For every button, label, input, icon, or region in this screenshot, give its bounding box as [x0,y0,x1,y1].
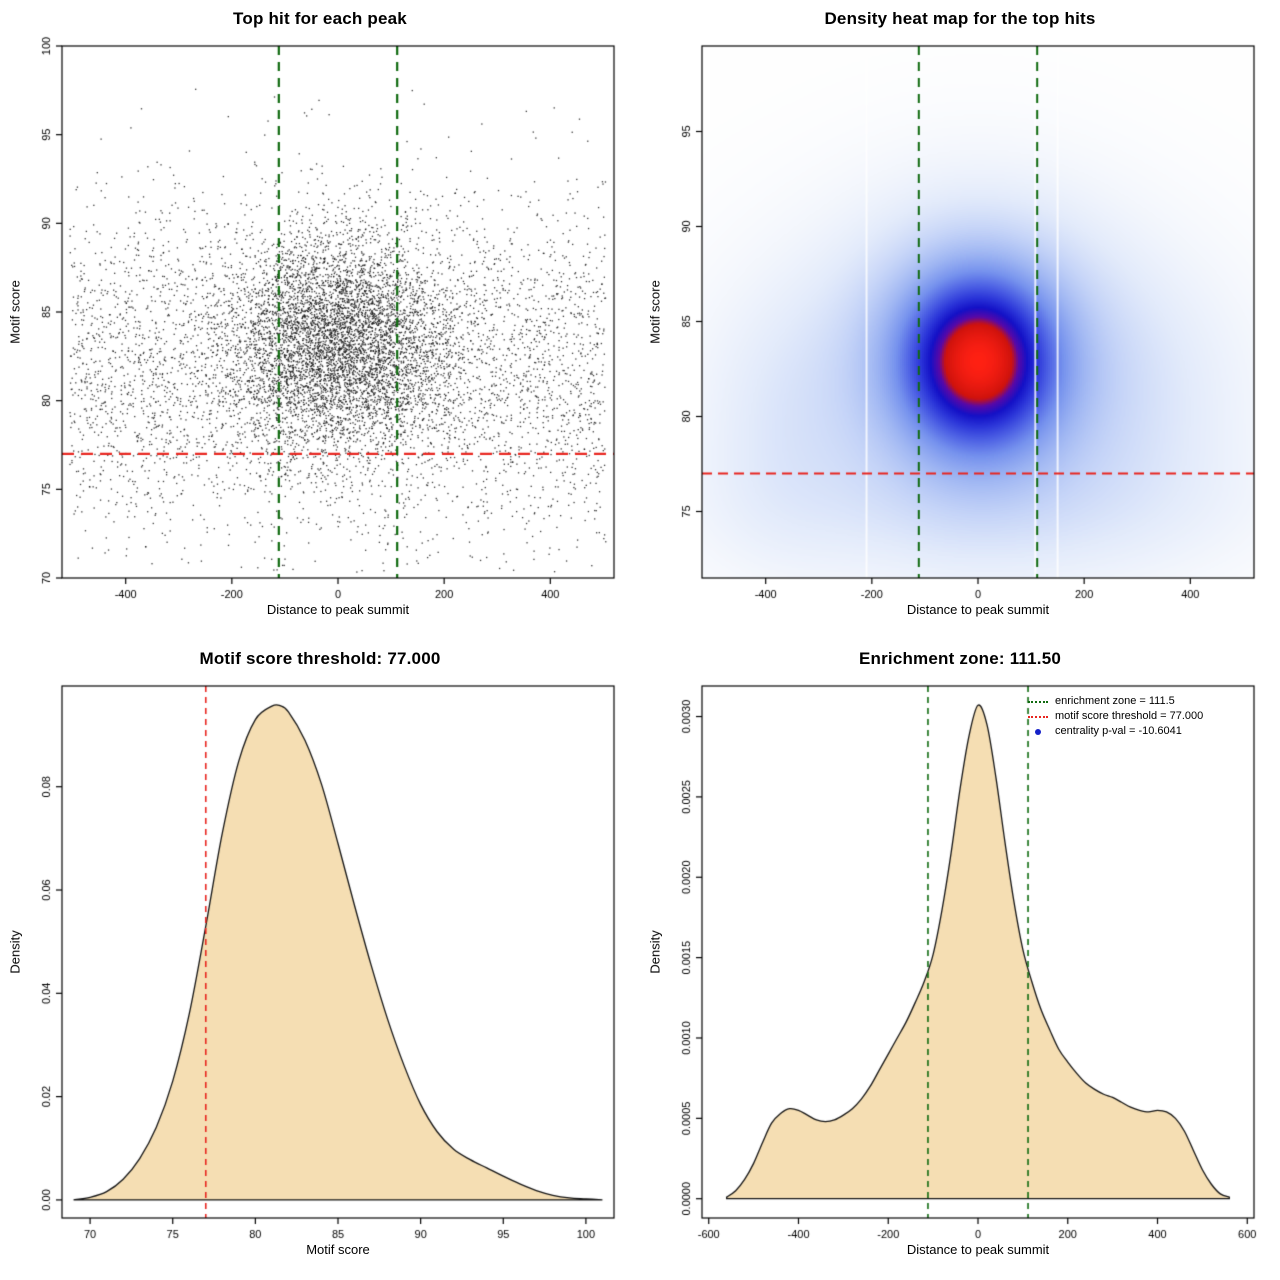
motif-density-canvas [0,640,640,1280]
legend: enrichment zone = 111.5 motif score thre… [1028,694,1203,739]
panel-distance-density: Enrichment zone: 111.50 Distance to peak… [640,640,1280,1280]
legend-label: motif score threshold = 77.000 [1055,710,1204,722]
motif-density-title: Motif score threshold: 77.000 [199,649,441,668]
scatter-title: Top hit for each peak [233,9,407,28]
distance-density-title: Enrichment zone: 111.50 [858,649,1062,668]
legend-label: centrality p-val = -10.6041 [1055,725,1182,737]
legend-label: enrichment zone = 111.5 [1055,695,1175,707]
enrichment-zone-line-icon [1028,700,1048,703]
panel-scatter: Top hit for each peak Distance to peak s… [0,0,640,640]
heatmap-x-axis-label: Distance to peak summit [906,602,1050,617]
legend-item-enrichment-zone: enrichment zone = 111.5 [1028,694,1203,709]
panel-heatmap: Density heat map for the top hits Distan… [640,0,1280,640]
motif-threshold-line-icon [1028,715,1048,718]
legend-item-centrality-pval: centrality p-val = -10.6041 [1028,724,1203,739]
distance-density-canvas [640,640,1280,1280]
scatter-y-axis-label: Motif score [7,280,23,344]
scatter-x-axis-label: Distance to peak summit [266,602,410,617]
distance-density-x-axis-label: Distance to peak summit [906,1242,1050,1257]
centrality-pval-dot-icon [1035,728,1041,735]
legend-item-motif-threshold: motif score threshold = 77.000 [1028,709,1203,724]
scatter-canvas [0,0,640,640]
distance-density-y-axis-label: Density [647,930,663,974]
heatmap-title: Density heat map for the top hits [824,9,1096,28]
heatmap-y-axis-label: Motif score [647,280,663,344]
motif-density-x-axis-label: Motif score [306,1242,370,1257]
heatmap-canvas [640,0,1280,640]
motif-density-y-axis-label: Density [7,930,23,974]
panel-motif-density: Motif score threshold: 77.000 Motif scor… [0,640,640,1280]
